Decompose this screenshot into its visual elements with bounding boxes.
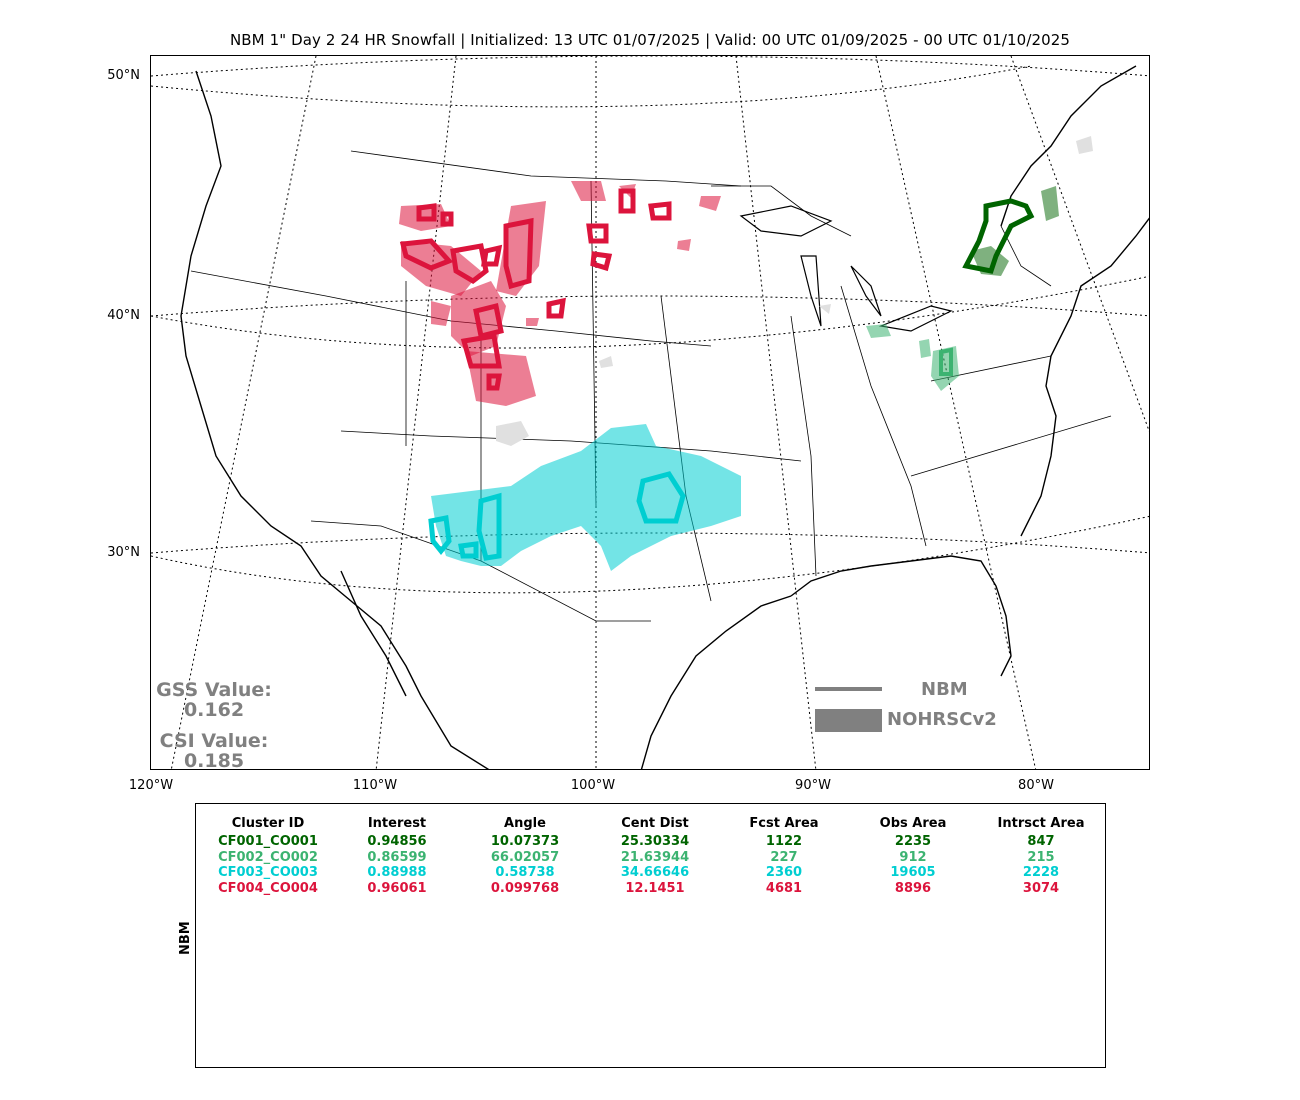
row-1-obs-area: 2235 — [894, 834, 932, 849]
header-obs-area: Obs Area — [879, 816, 947, 831]
row-2-interest: 0.86599 — [367, 849, 427, 865]
row-1-intrsct-area: 847 — [1027, 834, 1055, 849]
cluster-3-forecast — [428, 471, 686, 561]
row-3-interest: 0.88988 — [367, 865, 427, 881]
longitude-lines — [170, 56, 1149, 769]
gss-label: GSS Value: — [156, 679, 272, 701]
legend-forecast-label: NBM — [921, 679, 968, 700]
row-4-interest: 0.96061 — [367, 881, 427, 897]
coastlines — [180, 65, 1149, 769]
row-2-cent-dist: 21.63944 — [620, 849, 690, 865]
row-3-cent-dist: 34.66646 — [620, 865, 690, 881]
row-3-cluster-id: CF003_CO003 — [218, 865, 318, 881]
lon-label-100: 100°W — [570, 778, 616, 793]
header-interest: Interest — [367, 816, 427, 831]
political-borders — [190, 150, 1112, 622]
map-canvas — [151, 56, 1149, 769]
lat-label-30: 30°N — [107, 545, 140, 560]
table-model-label: NBM — [178, 921, 193, 955]
header-cluster-id: Cluster ID — [231, 816, 305, 831]
row-3-obs-area: 19605 — [890, 865, 936, 881]
great-lakes — [739, 205, 953, 332]
legend-observed-label: NOHRSCv2 — [887, 709, 997, 730]
gss-value: 0.162 — [183, 699, 245, 721]
row-2-angle: 66.02057 — [490, 849, 560, 865]
row-2-obs-area: 912 — [899, 849, 927, 865]
header-angle: Angle — [504, 816, 546, 831]
lon-label-90: 90°W — [795, 778, 831, 793]
minor-observed-areas — [496, 136, 1093, 446]
row-4-cent-dist: 12.1451 — [625, 881, 685, 897]
row-1-angle: 10.07373 — [490, 834, 560, 849]
row-4-cluster-id: CF004_CO004 — [218, 881, 318, 897]
row-2-cluster-id: CF002_CO002 — [218, 849, 318, 865]
csi-label: CSI Value: — [159, 730, 269, 752]
cluster-4-forecast — [399, 188, 672, 391]
row-3-intrsct-area: 2228 — [1022, 865, 1060, 881]
snowfall-map — [150, 55, 1150, 770]
lon-label-120: 120°W — [128, 778, 174, 793]
row-2-fcst-area: 227 — [770, 849, 798, 865]
legend-observed-swatch — [815, 709, 882, 732]
header-fcst-area: Fcst Area — [749, 816, 819, 831]
csi-value: 0.185 — [183, 750, 245, 772]
lat-label-40: 40°N — [107, 308, 140, 323]
row-4-intrsct-area: 3074 — [1022, 881, 1060, 897]
cluster-3-observed — [431, 424, 741, 571]
row-4-angle: 0.099768 — [490, 881, 560, 897]
row-3-fcst-area: 2360 — [765, 865, 803, 881]
row-2-intrsct-area: 215 — [1027, 849, 1055, 865]
cluster-stats-table: Cluster ID Interest Angle Cent Dist Fcst… — [195, 803, 1106, 1068]
cluster-1-forecast — [962, 198, 1035, 274]
header-intrsct-area: Intrsct Area — [997, 816, 1085, 831]
cluster-2-observed — [866, 324, 959, 391]
row-1-cluster-id: CF001_CO001 — [218, 834, 318, 849]
legend-forecast-swatch — [815, 687, 882, 691]
lat-label-50: 50°N — [107, 68, 140, 83]
lon-label-110: 110°W — [352, 778, 398, 793]
map-title: NBM 1" Day 2 24 HR Snowfall | Initialize… — [229, 31, 1071, 49]
row-1-fcst-area: 1122 — [765, 834, 803, 849]
row-4-obs-area: 8896 — [894, 881, 932, 897]
row-1-cent-dist: 25.30334 — [620, 834, 690, 849]
cluster-2-forecast — [939, 347, 953, 376]
row-1-interest: 0.94856 — [367, 834, 427, 849]
row-3-angle: 0.58738 — [495, 865, 555, 881]
row-4-fcst-area: 4681 — [765, 881, 803, 897]
lon-label-80: 80°W — [1018, 778, 1054, 793]
header-cent-dist: Cent Dist — [621, 816, 689, 831]
